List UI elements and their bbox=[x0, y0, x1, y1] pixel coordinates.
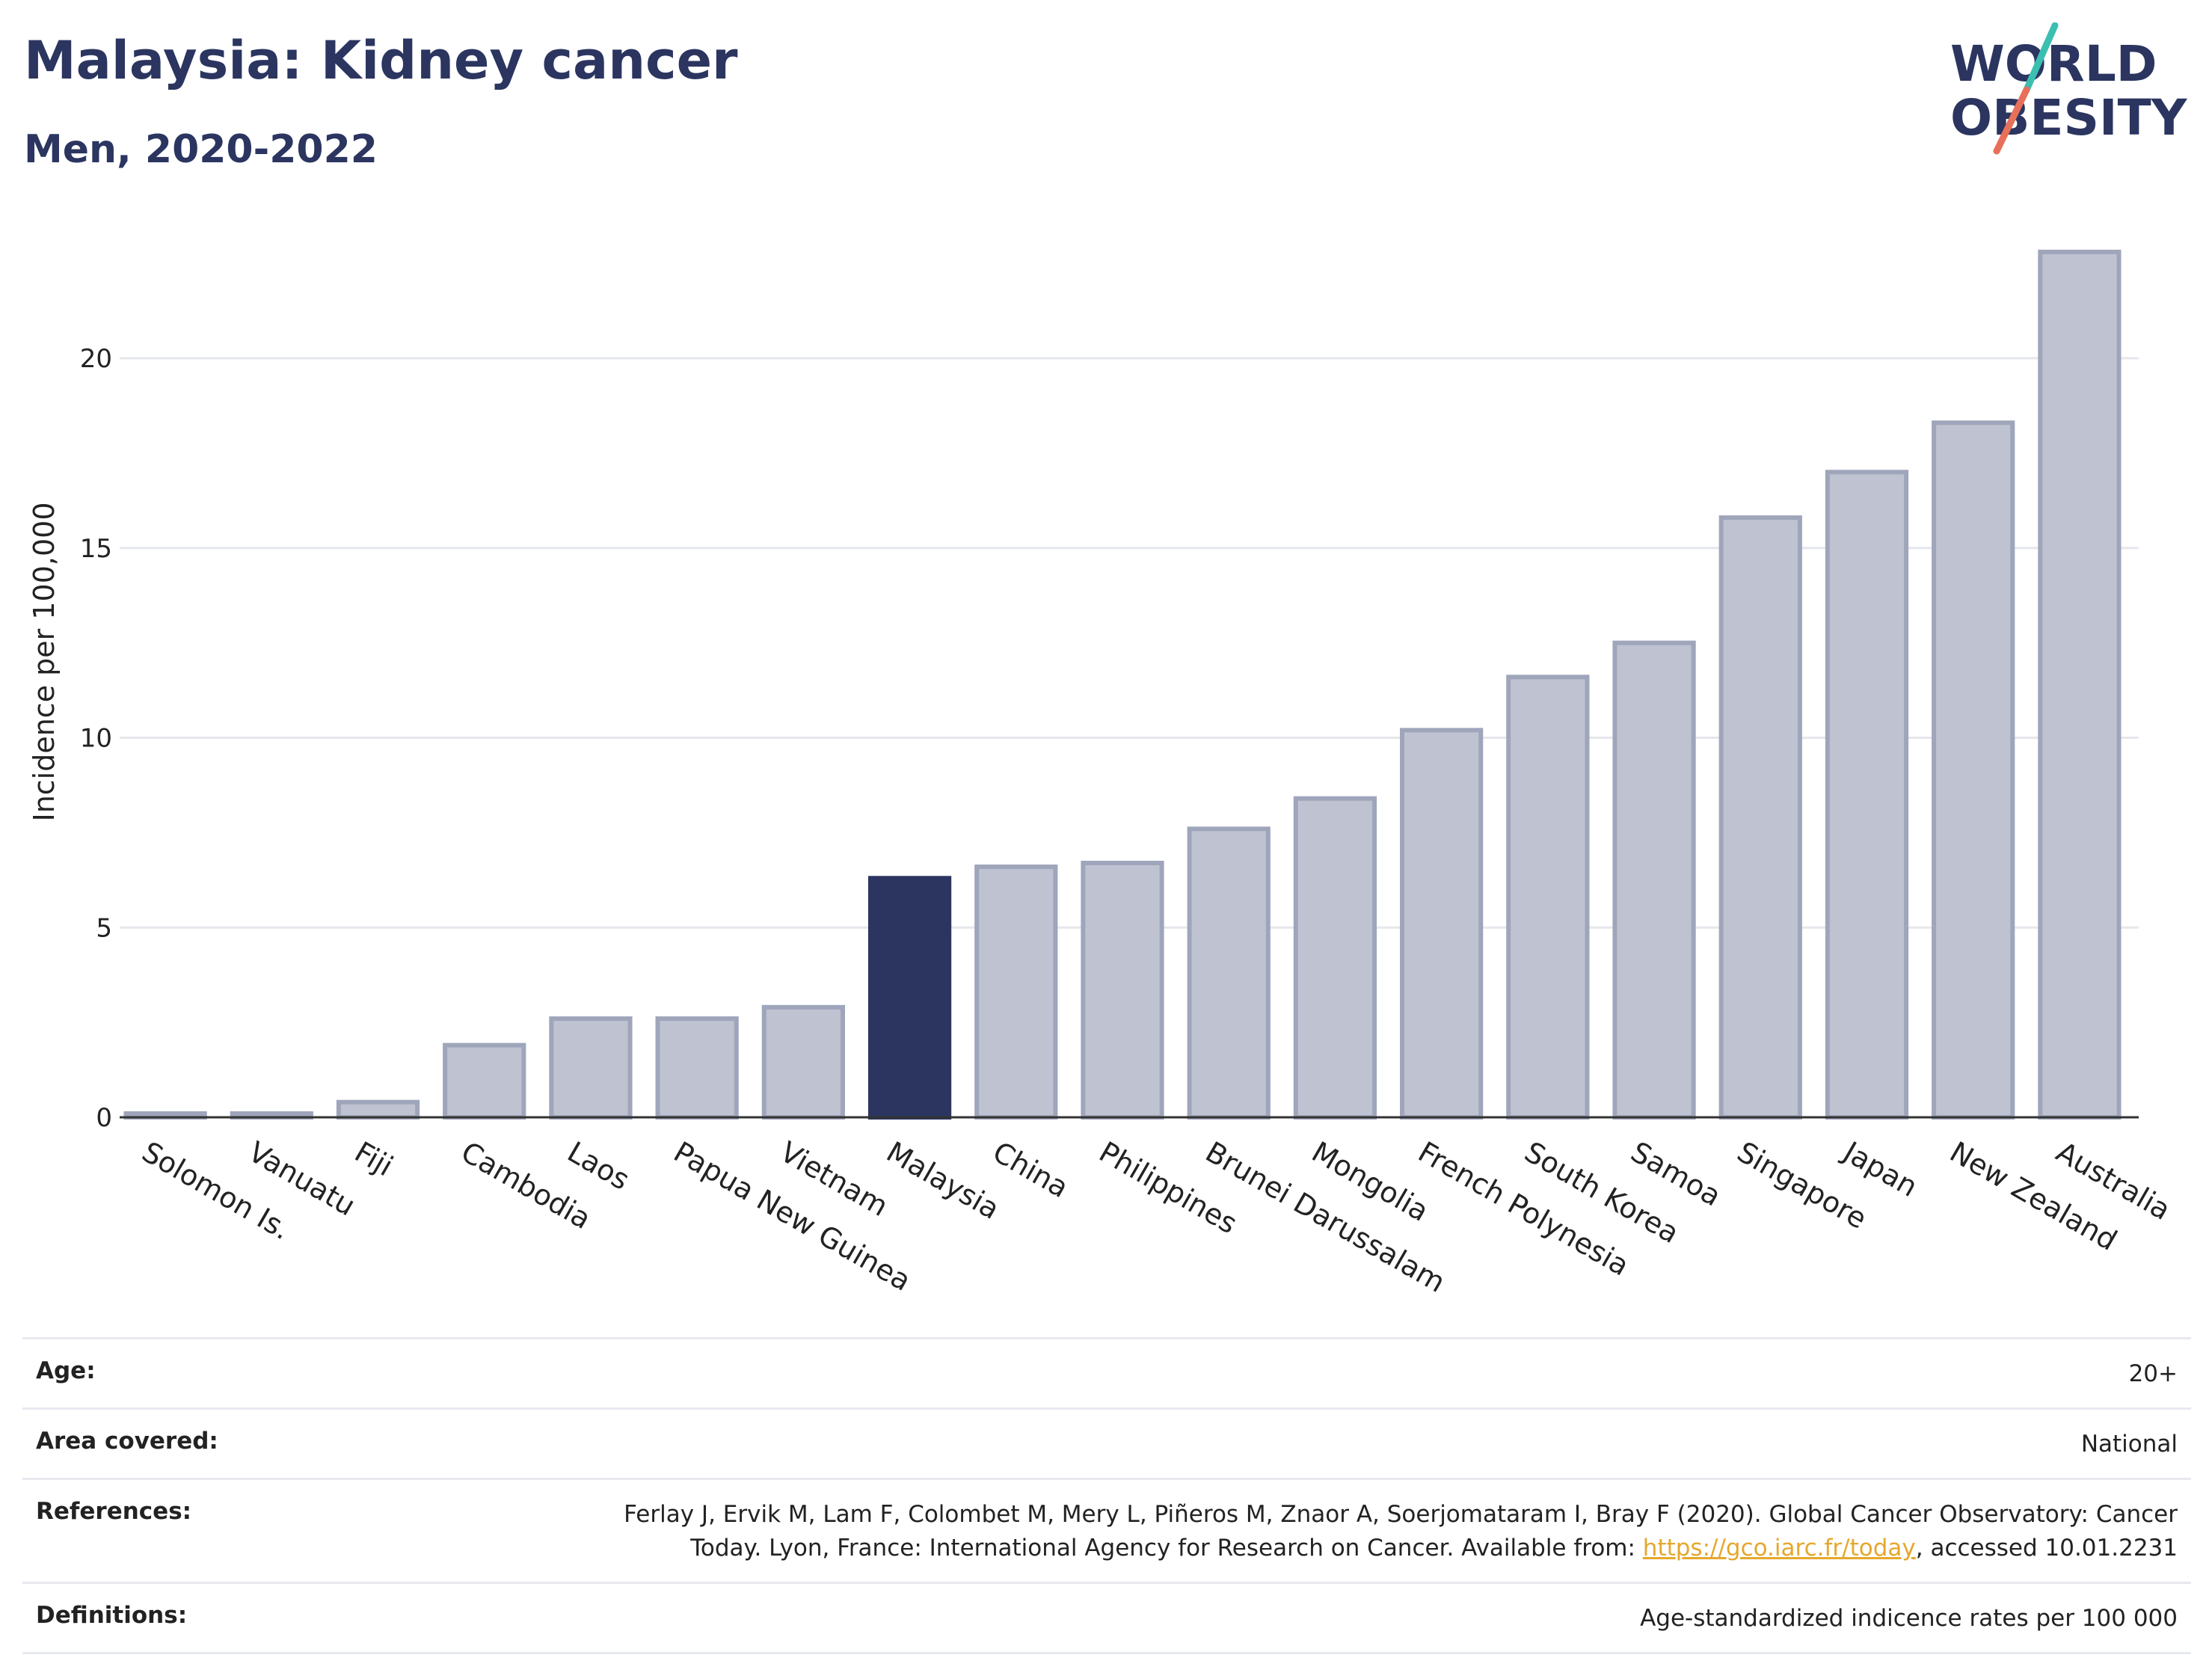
logo-line2: OBESITY bbox=[1950, 89, 2188, 147]
logo-stroke-coral bbox=[1993, 86, 2030, 155]
bar-vietnam bbox=[761, 1004, 845, 1120]
y-tick-label: 10 bbox=[80, 724, 112, 754]
references-label: References: bbox=[36, 1497, 192, 1525]
y-tick-label: 15 bbox=[80, 534, 112, 564]
y-tick-label: 5 bbox=[96, 913, 112, 943]
bar-singapore bbox=[1718, 515, 1802, 1120]
metadata-table: Age: 20+ Area covered: National Referenc… bbox=[22, 1337, 2191, 1654]
chart-title: Malaysia: Kidney cancer bbox=[24, 30, 738, 91]
meta-row-references: References: Ferlay J, Ervik M, Lam F, Co… bbox=[22, 1477, 2191, 1582]
bar-china bbox=[974, 865, 1058, 1120]
x-tick-label: Fiji bbox=[349, 1135, 399, 1182]
x-tick-label: Laos bbox=[562, 1135, 635, 1197]
y-tick-label: 0 bbox=[96, 1103, 112, 1133]
bar-fiji bbox=[336, 1099, 420, 1120]
bar-papua-new-guinea bbox=[655, 1016, 739, 1120]
references-accessed: , accessed 10.01.2231 bbox=[1915, 1534, 2178, 1562]
meta-row-definitions: Definitions: Age-standardized indicence … bbox=[22, 1581, 2191, 1654]
bar-new-zealand bbox=[1932, 420, 2015, 1120]
bar-laos bbox=[549, 1016, 633, 1120]
area-label: Area covered: bbox=[36, 1427, 218, 1455]
bar-mongolia bbox=[1293, 796, 1377, 1120]
world-obesity-logo: WORLD OBESITY bbox=[1950, 22, 2188, 155]
bar-malaysia bbox=[867, 876, 952, 1120]
definitions-value: Age-standardized indicence rates per 100… bbox=[1640, 1604, 2178, 1632]
x-tick-label: Malaysia bbox=[881, 1135, 1005, 1226]
bar-south-korea bbox=[1506, 675, 1590, 1120]
references-text: Ferlay J, Ervik M, Lam F, Colombet M, Me… bbox=[624, 1500, 2178, 1562]
bar-japan bbox=[1825, 470, 1909, 1120]
logo-line1: WORLD bbox=[1950, 35, 2157, 93]
bar-brunei-darussalam bbox=[1187, 826, 1271, 1120]
age-label: Age: bbox=[36, 1357, 96, 1384]
bar-samoa bbox=[1612, 640, 1696, 1120]
y-tick-label: 20 bbox=[80, 344, 112, 374]
bars bbox=[123, 249, 2122, 1120]
meta-row-area: Area covered: National bbox=[22, 1407, 2191, 1478]
meta-row-age: Age: 20+ bbox=[22, 1337, 2191, 1407]
bar-philippines bbox=[1081, 860, 1164, 1120]
bar-australia bbox=[2038, 249, 2122, 1120]
y-axis-ticks: 0 5 10 15 20 bbox=[80, 344, 112, 1133]
references-link[interactable]: https://gco.iarc.fr/today bbox=[1642, 1534, 1916, 1562]
definitions-label: Definitions: bbox=[36, 1601, 188, 1629]
area-value: National bbox=[2080, 1430, 2178, 1458]
y-axis-label: Incidence per 100,000 bbox=[28, 502, 61, 821]
references-value: Ferlay J, Ervik M, Lam F, Colombet M, Me… bbox=[547, 1498, 2178, 1565]
bar-french-polynesia bbox=[1400, 728, 1484, 1120]
logo-stroke-teal bbox=[2023, 22, 2059, 93]
bar-cambodia bbox=[443, 1043, 526, 1120]
age-value: 20+ bbox=[2128, 1360, 2178, 1387]
chart-subtitle: Men, 2020-2022 bbox=[24, 127, 378, 172]
